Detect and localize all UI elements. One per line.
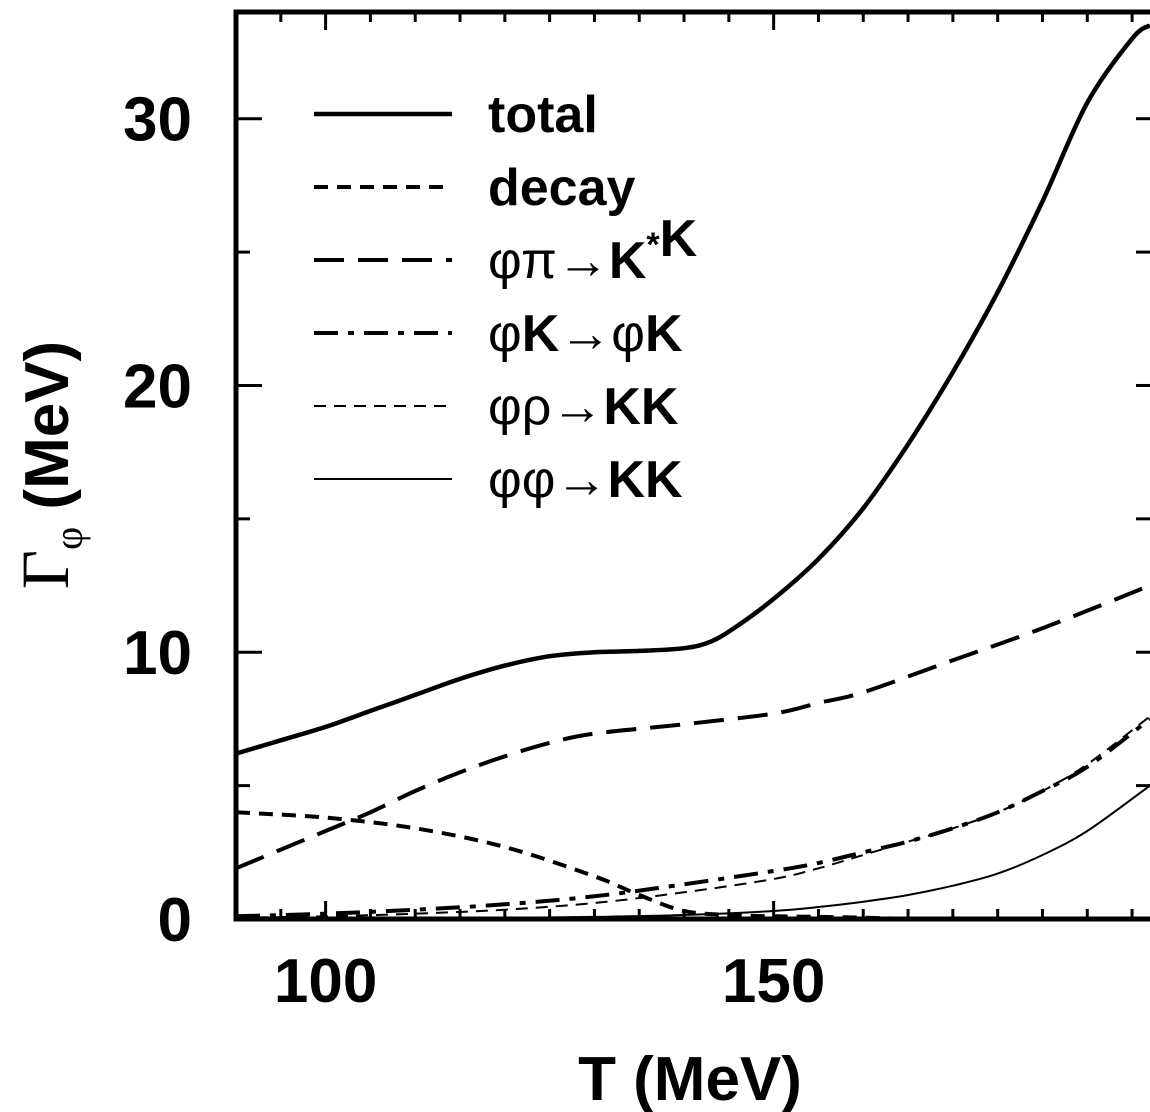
plot-frame [233, 9, 1150, 922]
series-line-1 [236, 810, 909, 919]
series-line-4 [236, 715, 1150, 919]
series-line-2 [236, 583, 1150, 871]
x-axis-title: T (MeV) [578, 1045, 802, 1112]
legend-label: φπ→K*K [488, 210, 698, 290]
y-tick-label: 0 [158, 886, 192, 955]
legend-label: φρ→KK [488, 378, 679, 436]
series-line-0 [236, 23, 1150, 756]
axis-ticks: 100 150 0 10 20 30 [123, 12, 1150, 1016]
y-tick-label: 30 [123, 86, 192, 155]
series-line-5 [236, 784, 1150, 919]
legend-label: φK→φK [488, 305, 683, 363]
x-tick-label: 150 [722, 947, 825, 1016]
x-tick-label: 100 [274, 947, 377, 1016]
y-axis-title: Γφ (MeV) [7, 341, 91, 589]
plot-border [233, 9, 1150, 922]
legend-label: φφ→KK [488, 451, 683, 509]
series-line-3 [236, 717, 1150, 919]
y-axis-label: Γφ (MeV) [7, 341, 91, 589]
legend-label: decay [488, 159, 636, 217]
y-tick-label: 10 [123, 619, 192, 688]
legend-label: total [488, 86, 598, 144]
y-tick-label: 20 [123, 352, 192, 421]
series-layer [236, 23, 1150, 919]
